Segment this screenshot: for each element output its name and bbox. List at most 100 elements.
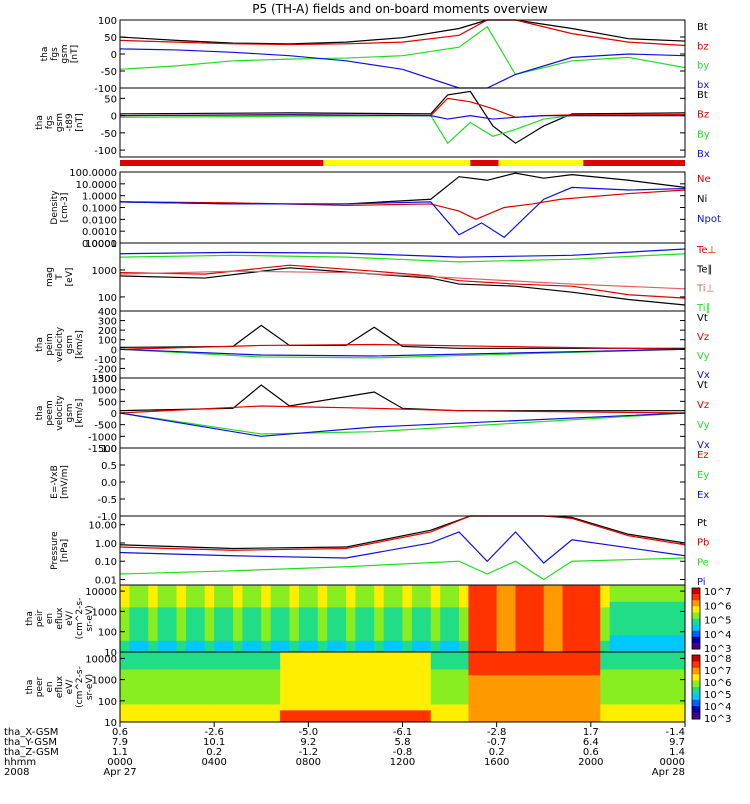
spectrogram-cell (628, 646, 639, 653)
spectrogram-cell (167, 710, 177, 717)
spectrogram-cell (138, 646, 149, 653)
spectrogram-cell (411, 624, 422, 631)
colorbar-swatch (692, 594, 700, 601)
spectrogram-cell (298, 585, 309, 592)
legend-entry: Ez (697, 450, 709, 461)
spectrogram-cell (449, 675, 460, 682)
spectrogram-cell (459, 710, 469, 717)
spectrogram-cell (666, 657, 677, 665)
spectrogram-cell (628, 657, 639, 665)
spectrogram-cell (430, 612, 441, 619)
spectrogram-cell (609, 681, 620, 688)
spectrogram-cell (496, 601, 507, 608)
spectrogram-cell (223, 663, 234, 670)
y-axis-label-line: fgs (45, 115, 55, 129)
spectrogram-cell (619, 646, 629, 653)
spectrogram-cell (581, 601, 592, 608)
colorbar-swatch (692, 655, 700, 662)
series-line-Bt (119, 90, 686, 144)
y-axis-label: tha fgs gsm -t89 [nT] (35, 113, 85, 132)
spectrogram-cell (148, 629, 159, 636)
spectrogram-cell (280, 652, 290, 659)
spectrogram-cell (185, 716, 196, 723)
y-axis-label-line: (cm^2-s- (75, 666, 85, 708)
panel-frame (119, 87, 686, 158)
spectrogram-cell (233, 663, 243, 670)
y-tick-label: 10.00 (88, 521, 117, 532)
spectrogram-cell (167, 716, 177, 723)
spectrogram-cell (214, 681, 225, 688)
series-line-Vz (119, 405, 686, 414)
spectrogram-cell (233, 629, 243, 636)
spectrogram-cell (270, 652, 281, 659)
spectrogram-cell (157, 698, 168, 705)
spectrogram-cell (374, 652, 385, 659)
spectrogram-cell (459, 646, 469, 653)
spectrogram-cell (402, 590, 413, 597)
spectrogram-cell (242, 629, 253, 636)
spectrogram-cell (195, 698, 206, 705)
spectrogram-cell (628, 710, 639, 717)
spectrogram-cell (270, 698, 281, 705)
spectrogram-cell (393, 716, 403, 723)
legend-entry: Vx (697, 440, 710, 451)
spectrogram-cell (421, 687, 432, 694)
spectrogram-cell (383, 585, 394, 592)
spectrogram-cell (261, 629, 272, 636)
footer-value: -0.7 (487, 737, 507, 748)
spectrogram-cell (506, 675, 516, 682)
spectrogram-cell (628, 663, 639, 670)
spectrogram-cell (609, 663, 620, 670)
spectrogram-cell (534, 692, 545, 700)
y-tick-label: 0.0001 (82, 239, 117, 250)
spectrogram-cell (251, 692, 262, 700)
spectrogram-cell (619, 612, 629, 619)
spectrogram-cell (242, 618, 253, 625)
spectrogram-cell (628, 716, 639, 723)
spectrogram-cell (129, 601, 140, 608)
spectrogram-cell (628, 652, 639, 659)
spectrogram-cell (289, 635, 300, 642)
spectrogram-cell (383, 640, 394, 647)
spectrogram-cell (289, 681, 300, 688)
spectrogram-cell (346, 716, 356, 723)
spectrogram-cell (261, 640, 272, 647)
spectrogram-cell (270, 646, 281, 653)
spectrogram-cell (656, 607, 667, 614)
spectrogram-cell (261, 596, 272, 603)
spectrogram-cell (129, 646, 140, 653)
spectrogram-cell (195, 652, 206, 659)
spectrogram-cell (204, 629, 215, 636)
spectrogram-cell (477, 646, 488, 653)
spectrogram-cell (515, 596, 526, 603)
spectrogram-cell (647, 629, 658, 636)
spectrogram-cell (308, 618, 319, 625)
spectrogram-cell (421, 657, 432, 665)
spectrogram-cell (242, 663, 253, 670)
spectrogram-cell (176, 652, 187, 659)
spectrogram-cell (590, 692, 601, 700)
spectrogram-cell (261, 681, 272, 688)
spectrogram-cell (619, 624, 629, 631)
y-axis-label-line: -t89 (65, 113, 75, 132)
spectrogram-cell (374, 629, 385, 636)
spectrogram-cell (637, 692, 648, 700)
spectrogram-cell (317, 624, 328, 631)
spectrogram-cell (449, 716, 460, 723)
spectrogram-cell (496, 687, 507, 694)
footer-value: 0.2 (206, 747, 222, 758)
spectrogram-cell (572, 663, 582, 670)
spectrogram-cell (223, 681, 234, 688)
spectrogram-cell (346, 704, 356, 711)
spectrogram-cell (223, 652, 234, 659)
spectrogram-cell (637, 601, 648, 608)
spectrogram-cell (637, 675, 648, 682)
spectrogram-cell (214, 687, 225, 694)
spectrogram-cell (534, 624, 545, 631)
spectrogram-cell (637, 716, 648, 723)
spectrogram-cell (195, 704, 206, 711)
spectrogram-cell (280, 624, 290, 631)
spectrogram-cell (204, 596, 215, 603)
spectrogram-cell (355, 607, 366, 614)
spectrogram-cell (138, 612, 149, 619)
